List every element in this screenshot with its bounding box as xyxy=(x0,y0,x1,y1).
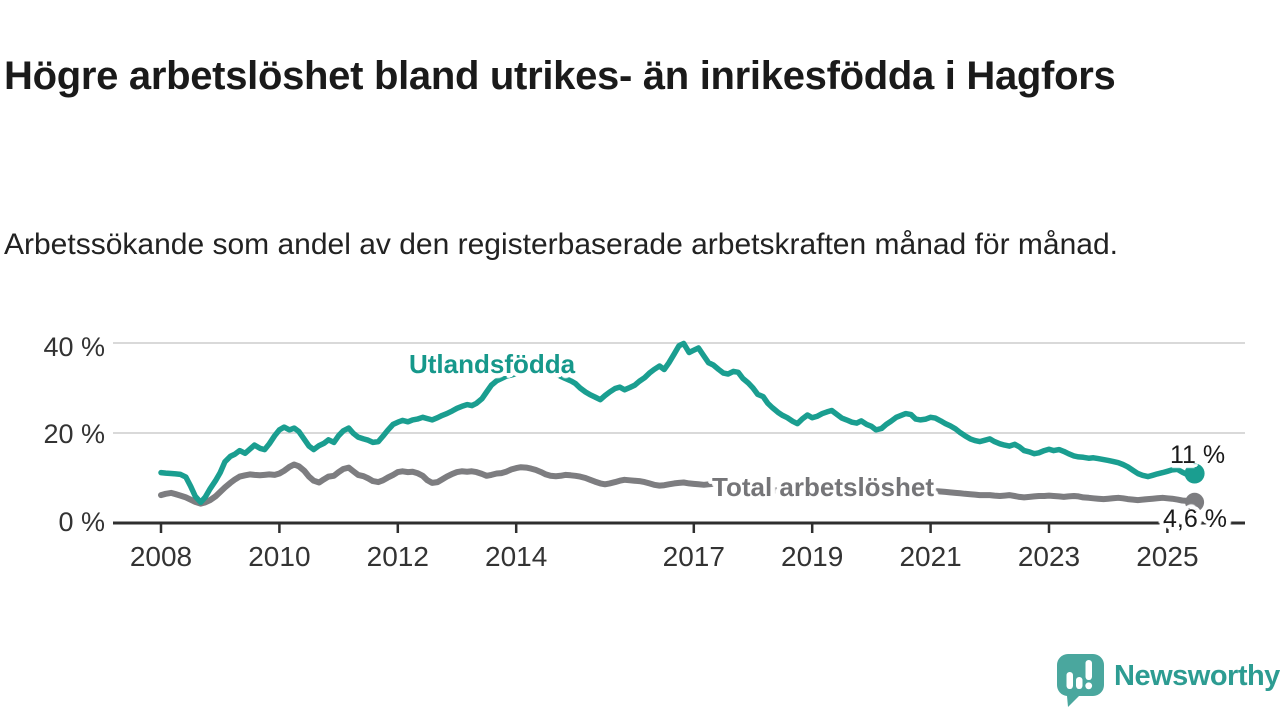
series-line-total-arbetsloshet xyxy=(158,461,1198,507)
newsworthy-logo[interactable]: Newsworthy xyxy=(1056,654,1280,707)
exclamation-stem xyxy=(1085,660,1092,680)
y-axis-label-20: 20 % xyxy=(43,419,105,449)
brand-name: Newsworthy xyxy=(1114,659,1280,692)
x-axis-label-2008: 2008 xyxy=(129,541,193,572)
x-axis-label-2023: 2023 xyxy=(1017,541,1081,572)
y-axis-label-40: 40 % xyxy=(43,332,105,362)
series-label-utlandsfodda: Utlandsfödda xyxy=(409,349,576,379)
bar-2 xyxy=(1076,677,1083,689)
end-value-label-utlandsfodda: 11 % xyxy=(1170,441,1226,469)
x-axis-label-2019: 2019 xyxy=(781,541,844,572)
series-label-total-arbetsloshet: Total arbetslöshet xyxy=(712,472,935,502)
x-axis-ticks xyxy=(159,523,1169,533)
page-title: Högre arbetslöshet bland utrikes- än inr… xyxy=(4,53,1116,98)
end-value-label-total-arbetsloshet: 4,6 % xyxy=(1163,505,1227,533)
x-axis-label-2021: 2021 xyxy=(899,541,962,572)
end-dot-total-arbetsloshet xyxy=(1185,492,1205,512)
x-axis-label-2012: 2012 xyxy=(366,541,429,572)
newsworthy-bubble-chart-icon xyxy=(1056,654,1104,707)
y-axis-label-0: 0 % xyxy=(58,507,105,537)
x-axis-label-2014: 2014 xyxy=(485,541,548,572)
bar-1 xyxy=(1066,672,1073,689)
end-dot-utlandsfodda xyxy=(1184,463,1205,484)
x-axis-label-2010: 2010 xyxy=(248,541,311,572)
x-axis-label-2017: 2017 xyxy=(662,541,725,572)
series-line-utlandsfodda xyxy=(158,340,1198,506)
exclamation-dot xyxy=(1085,682,1093,690)
x-axis-label-2025: 2025 xyxy=(1136,541,1199,572)
page-subtitle: Arbetssökande som andel av den registerb… xyxy=(4,228,1118,261)
